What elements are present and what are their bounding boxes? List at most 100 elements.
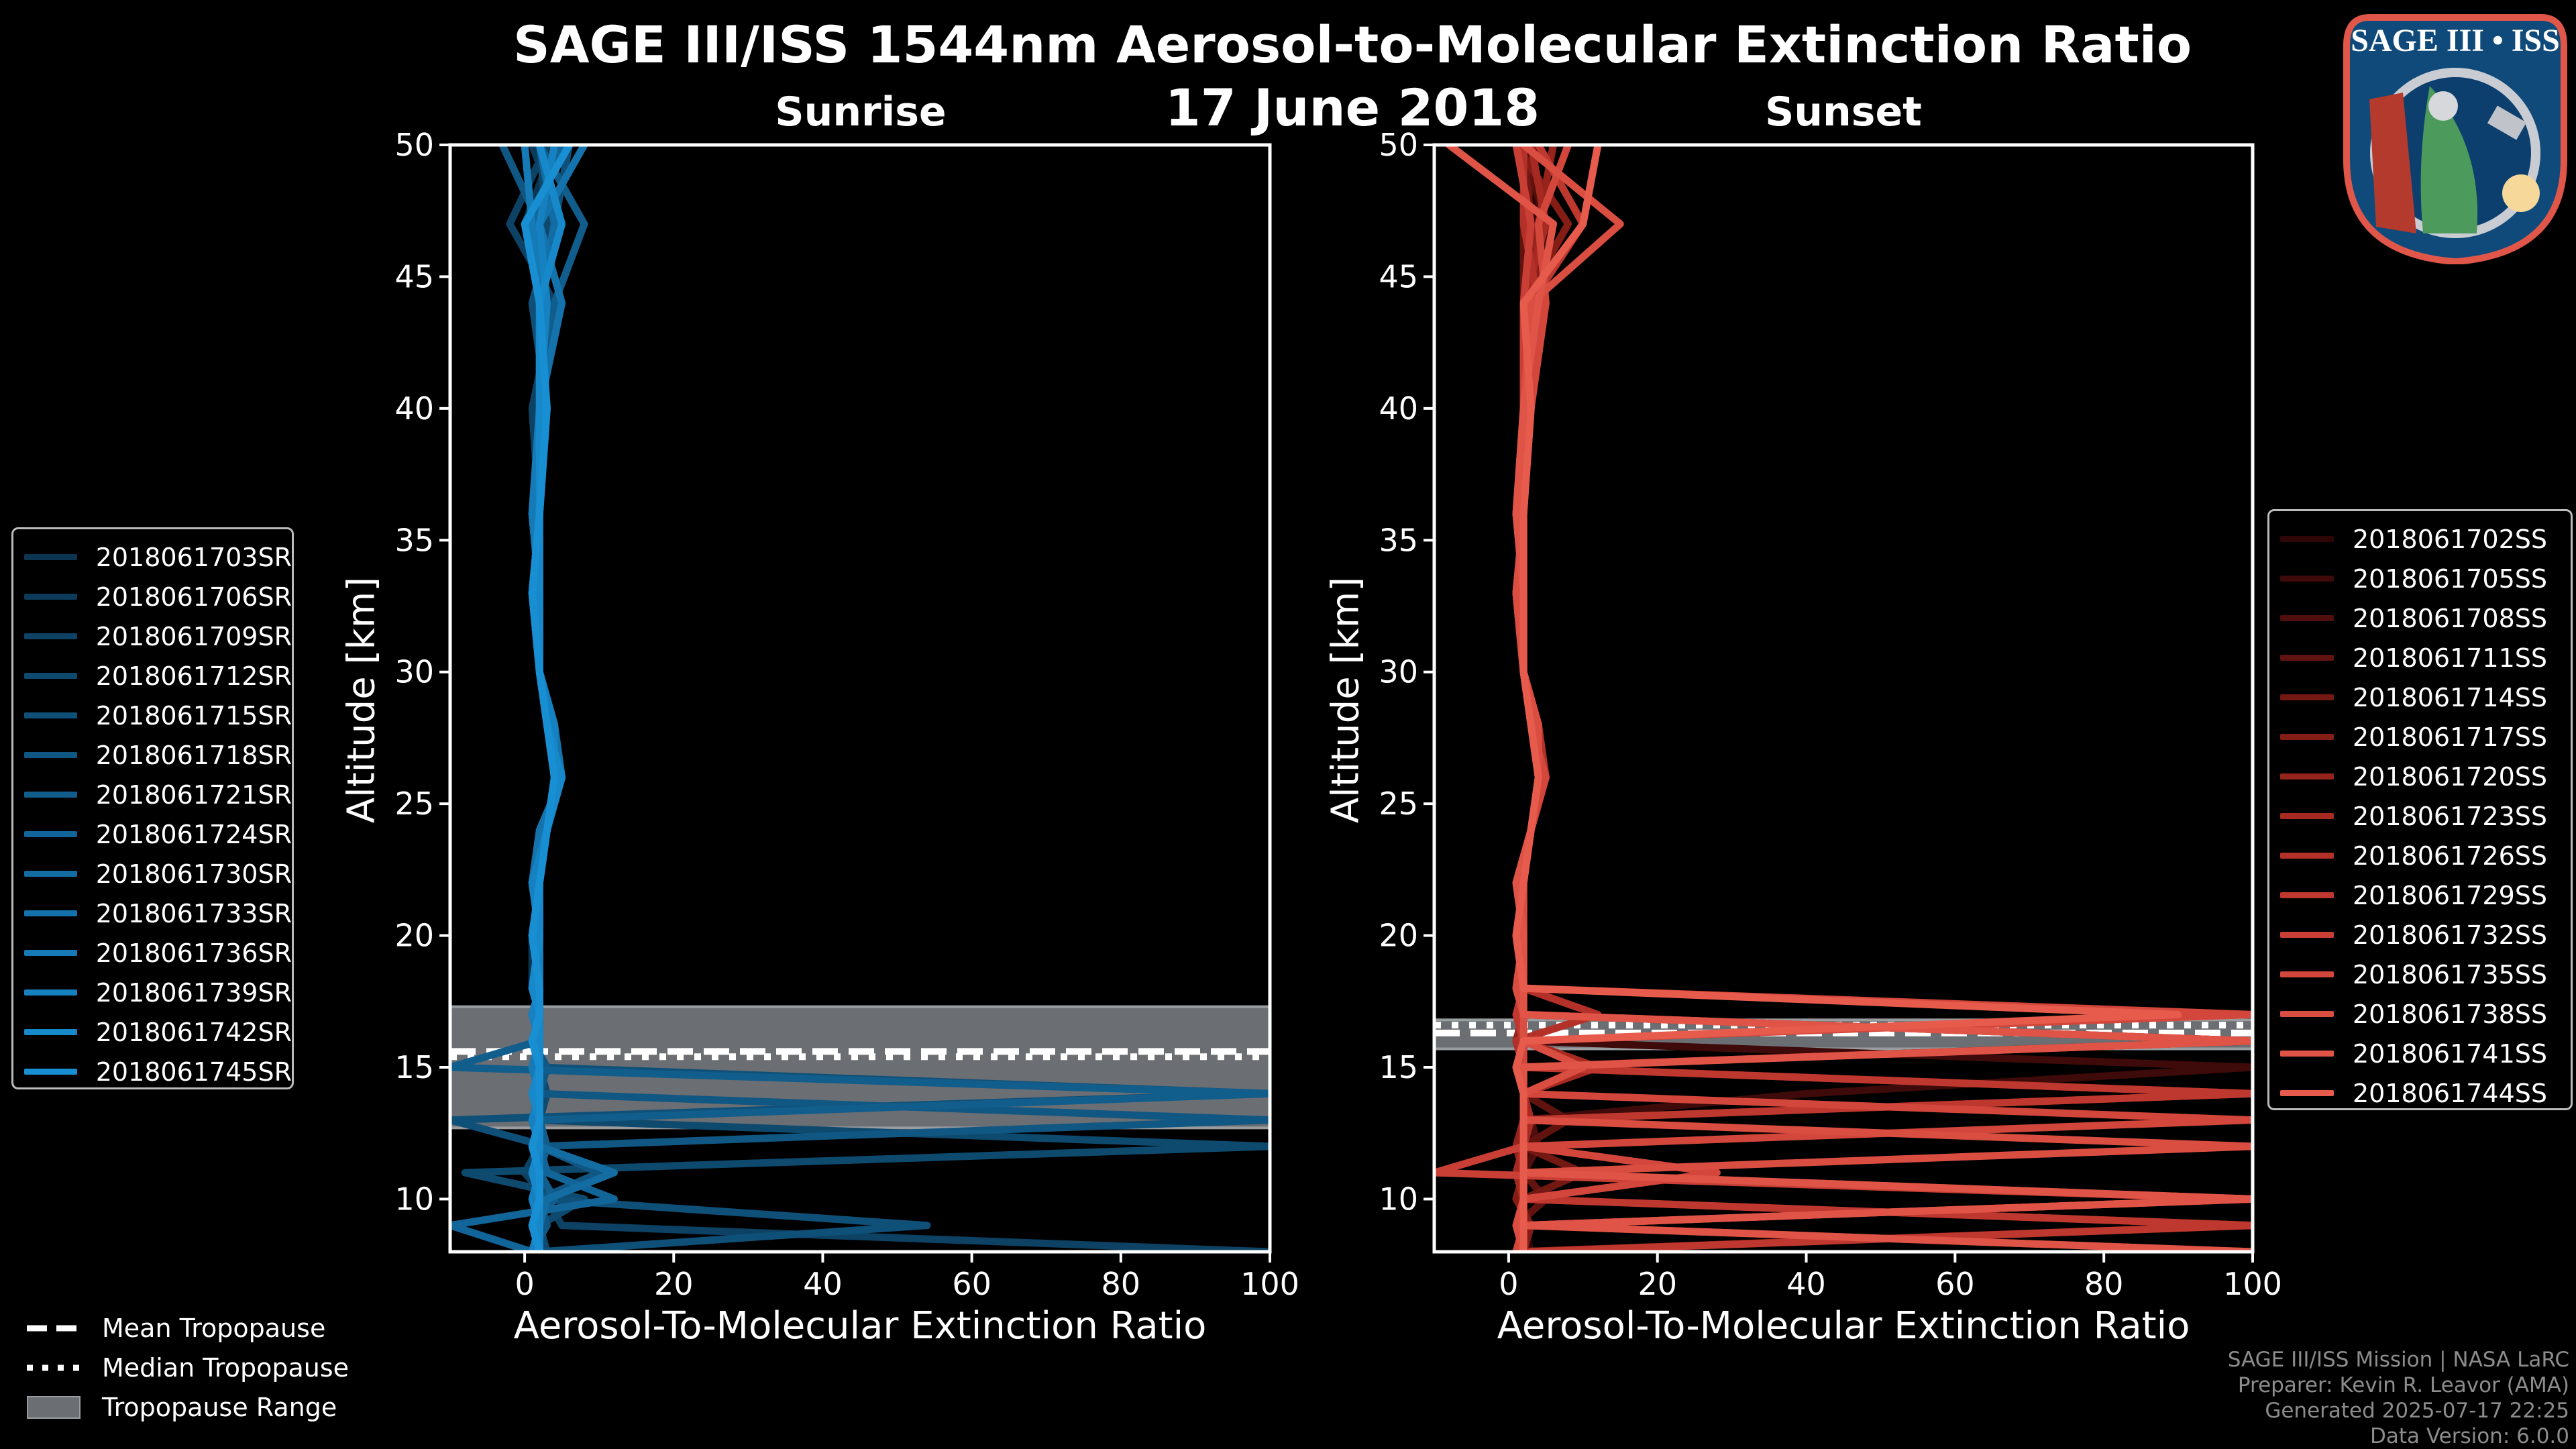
logo-text: SAGE III • ISS — [2351, 23, 2560, 58]
legend-item: 2018061712SR — [13, 656, 292, 696]
legend-item: 2018061703SR — [13, 537, 292, 577]
legend-swatch — [2280, 773, 2334, 780]
legend-label: 2018061741SS — [2353, 1038, 2548, 1069]
y-tick-label: 40 — [1379, 390, 1418, 427]
legend-item: 2018061741SS — [2269, 1034, 2571, 1073]
legend-label: 2018061732SS — [2353, 920, 2548, 950]
legend-label: 2018061730SR — [95, 859, 292, 889]
legend-label: 2018061729SS — [2353, 880, 2548, 910]
legend-item: 2018061739SR — [13, 973, 292, 1012]
sunset-panel: 0 20 40 60 80 100 10 15 20 25 30 35 40 45 50 — [1379, 127, 2282, 1302]
x-tick-label: 20 — [654, 1266, 694, 1302]
footer-generated: Generated 2025-07-17 22:25 — [2265, 1399, 2569, 1423]
y-tick-label: 35 — [1379, 522, 1418, 558]
legend-item: 2018061717SS — [2269, 717, 2571, 757]
legend-tropopause-range: Tropopause Range — [27, 1387, 349, 1427]
legend-swatch — [24, 673, 77, 679]
legend-label: 2018061739SR — [95, 977, 292, 1008]
y-tick-label: 15 — [394, 1049, 434, 1085]
legend-median-tropopause: Median Tropopause — [27, 1348, 349, 1387]
legend-label: 2018061735SS — [2353, 959, 2548, 989]
y-tick-label: 10 — [394, 1181, 434, 1217]
y-tick-label: 45 — [1379, 258, 1418, 294]
legend-swatch — [24, 633, 77, 639]
legend-label: 2018061738SS — [2353, 999, 2548, 1029]
axes-frame — [1432, 143, 2255, 1254]
legend-item: 2018061714SS — [2269, 678, 2571, 717]
x-tick-label: 40 — [1786, 1266, 1826, 1302]
legend-label: 2018061733SR — [95, 898, 292, 928]
legend-swatch — [24, 752, 77, 758]
legend-swatch — [2280, 932, 2334, 938]
sunrise-xlabel: Aerosol-To-Molecular Extinction Ratio — [513, 1304, 1207, 1348]
legend-label: 2018061705SS — [2353, 564, 2548, 594]
legend-swatch — [24, 910, 77, 916]
legend-item: 2018061723SS — [2269, 796, 2571, 836]
legend-label: 2018061706SR — [95, 582, 292, 612]
legend-swatch — [24, 989, 77, 996]
y-tick-label: 30 — [394, 654, 434, 690]
legend-swatch — [24, 1069, 77, 1075]
chart-title: SAGE III/ISS 1544nm Aerosol-to-Molecular… — [513, 15, 2192, 74]
legend-swatch — [24, 871, 77, 877]
legend-swatch — [24, 594, 77, 600]
footer-version: Data Version: 6.0.0 — [2369, 1424, 2569, 1448]
chart-date: 17 June 2018 — [1165, 78, 1540, 138]
legend-label: 2018061721SR — [95, 780, 292, 810]
legend-item: 2018061738SS — [2269, 994, 2571, 1034]
sunset-ylabel: Altitude [km] — [1324, 576, 1368, 824]
x-tick-label: 60 — [1935, 1266, 1975, 1302]
legend-item: 2018061745SR — [13, 1052, 292, 1091]
legend-item: 2018061742SR — [13, 1012, 292, 1052]
sunset-subtitle: Sunset — [1765, 89, 1922, 136]
legend-label: 2018061711SS — [2353, 643, 2548, 673]
legend-item: 2018061718SR — [13, 735, 292, 775]
x-tick-label: 80 — [2084, 1266, 2124, 1302]
footer-preparer: Preparer: Kevin R. Leavor (AMA) — [2237, 1373, 2569, 1397]
legend-item: 2018061733SR — [13, 894, 292, 933]
legend-swatch — [24, 792, 77, 798]
legend-label: 2018061703SR — [95, 542, 292, 572]
footer-credits: SAGE III/ISS Mission | NASA LaRC Prepare… — [2228, 1347, 2569, 1449]
legend-swatch — [24, 712, 77, 718]
x-tick-label: 60 — [952, 1266, 991, 1302]
legend-label: 2018061717SS — [2353, 722, 2548, 752]
profile-line-2018061744SS — [1512, 145, 2182, 1252]
legend-item: 2018061744SS — [2269, 1073, 2571, 1113]
profile-line-2018061745SR — [521, 145, 574, 1252]
legend-item: 2018061726SS — [2269, 836, 2571, 875]
legend-label: 2018061736SR — [95, 938, 292, 968]
y-tick-label: 50 — [1379, 127, 1418, 163]
legend-label: Mean Tropopause — [102, 1313, 326, 1343]
y-tick-label: 30 — [1379, 654, 1418, 690]
legend-label: Median Tropopause — [102, 1352, 349, 1383]
sunset-xlabel: Aerosol-To-Molecular Extinction Ratio — [1497, 1304, 2190, 1348]
y-tick-label: 25 — [394, 786, 434, 822]
legend-swatch — [24, 554, 77, 560]
x-tick-label: 0 — [515, 1266, 534, 1302]
legend-swatch — [2280, 813, 2334, 819]
legend-swatch — [2280, 576, 2334, 582]
legend-item: 2018061706SR — [13, 577, 292, 616]
legend-label: 2018061708SS — [2353, 603, 2548, 633]
sunrise-legend: 2018061703SR 2018061706SR 2018061709SR 2018… — [11, 527, 294, 1089]
legend-swatch — [2280, 694, 2334, 700]
plot-area — [450, 145, 1270, 1252]
legend-mean-tropopause: Mean Tropopause — [27, 1308, 349, 1348]
dotted-line-icon — [27, 1364, 80, 1371]
legend-swatch — [2280, 892, 2334, 898]
legend-label: 2018061702SS — [2353, 524, 2548, 554]
y-tick-label: 50 — [394, 127, 434, 163]
y-tick-label: 35 — [394, 522, 434, 558]
legend-swatch — [2280, 655, 2334, 661]
legend-label: 2018061724SR — [95, 819, 292, 849]
y-tick-label: 15 — [1379, 1049, 1418, 1085]
y-tick-label: 40 — [394, 390, 434, 427]
sunrise-subtitle: Sunrise — [775, 89, 947, 136]
legend-item: 2018061736SR — [13, 933, 292, 973]
legend-label: 2018061715SR — [95, 700, 292, 731]
legend-item: 2018061735SS — [2269, 955, 2571, 994]
legend-item: 2018061711SS — [2269, 638, 2571, 678]
legend-item: 2018061708SS — [2269, 598, 2571, 638]
